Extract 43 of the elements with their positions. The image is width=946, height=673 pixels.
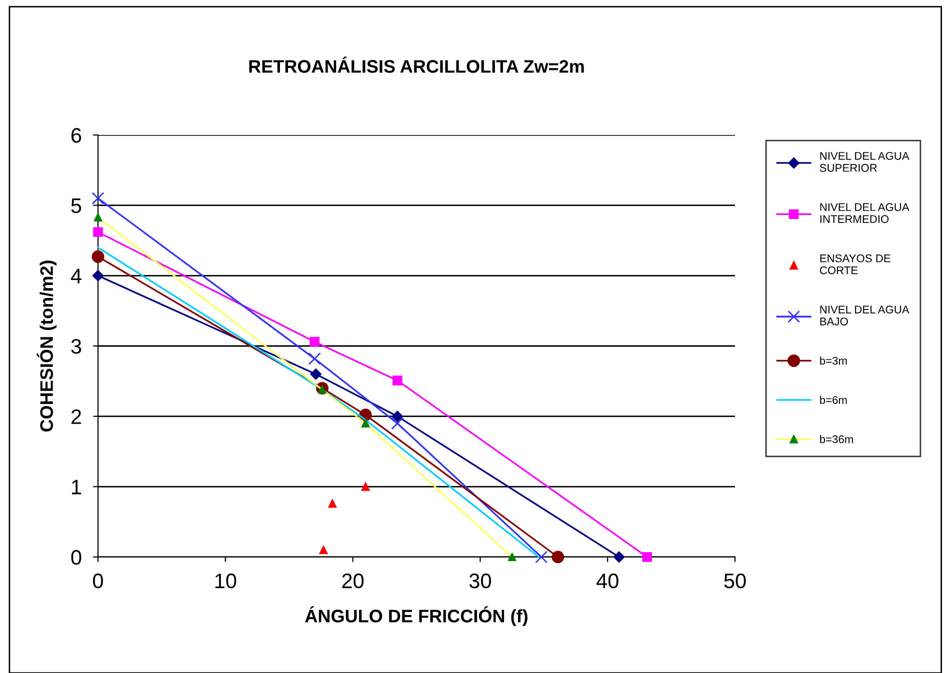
x-tick-label: 40 — [596, 574, 618, 588]
point — [552, 550, 564, 564]
y-tick-label: 5 — [71, 198, 82, 214]
point — [92, 192, 104, 205]
y-tick-label: 2 — [71, 409, 81, 424]
point — [391, 417, 404, 430]
point — [94, 213, 102, 222]
y-tick-label: 3 — [71, 339, 82, 354]
x-axis-title: ÁNGULO DE FRICCIÓN (f) — [305, 606, 528, 626]
y-axis-title: COHESIÓN (ton/m2) — [36, 260, 57, 432]
legend-label: b=36m — [820, 435, 853, 444]
point — [392, 410, 403, 422]
legend-label: b=3m — [820, 356, 847, 365]
x-tick-label: 0 — [93, 574, 103, 588]
point — [361, 482, 370, 491]
legend-label: NIVEL DEL AGUA INTERMEDIO — [820, 203, 910, 224]
y-tick-label: 1 — [72, 480, 82, 494]
legend-label: b=6m — [820, 396, 847, 404]
x-tick-label: 10 — [215, 574, 236, 588]
point — [613, 551, 625, 563]
point — [361, 419, 370, 428]
point — [319, 546, 328, 554]
point — [308, 352, 321, 365]
point — [92, 270, 104, 282]
point — [328, 499, 337, 508]
y-tick-label: 0 — [71, 550, 82, 565]
point — [508, 552, 516, 562]
point — [310, 336, 320, 347]
point — [92, 250, 104, 263]
point — [535, 550, 548, 564]
y-tick-label: 6 — [72, 128, 82, 143]
point — [392, 376, 402, 386]
x-tick-label: 20 — [342, 574, 364, 588]
legend-label: NIVEL DEL AGUA SUPERIOR — [820, 152, 910, 172]
point — [93, 227, 103, 237]
legend-label: NIVEL DEL AGUA BAJO — [820, 306, 910, 326]
y-tick-label: 4 — [70, 268, 82, 284]
point — [642, 552, 652, 562]
x-tick-label: 30 — [469, 574, 491, 588]
chart-title: RETROANÁLISIS ARCILLOLITA Zw=2m — [249, 56, 584, 73]
legend-label: ENSAYOS DE CORTE — [820, 254, 890, 274]
x-tick-label: 50 — [724, 574, 746, 588]
point — [310, 368, 322, 380]
